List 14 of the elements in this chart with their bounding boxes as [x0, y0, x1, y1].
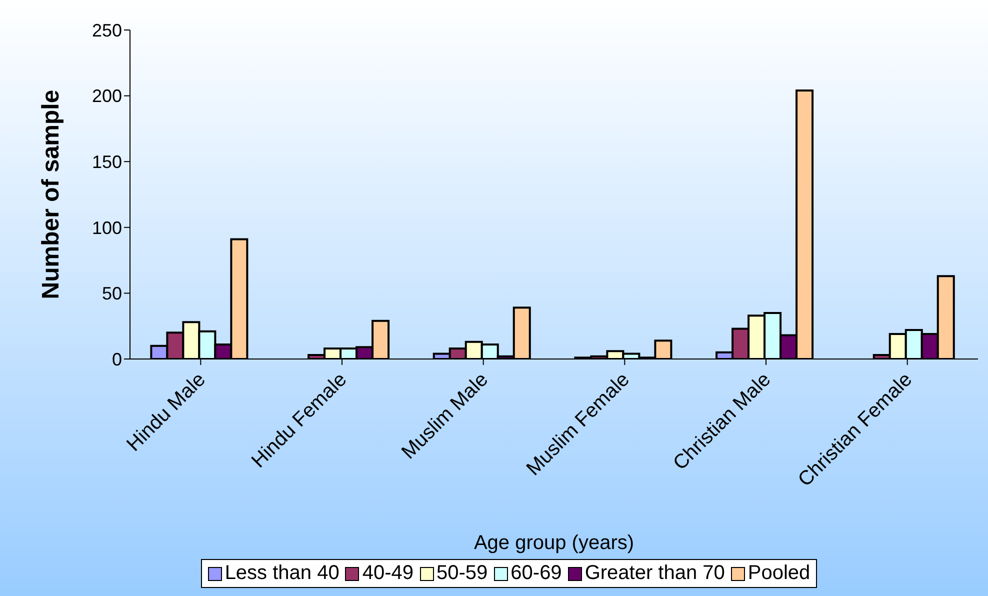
- y-tick-label: 250: [92, 20, 122, 40]
- y-tick-label: 200: [92, 86, 122, 106]
- y-tick-label: 0: [112, 349, 122, 370]
- y-tick-label: 150: [92, 152, 122, 172]
- legend-label: Less than 40: [224, 562, 340, 585]
- y-axis-title: Number of sample: [38, 90, 65, 300]
- legend-label: 60-69: [510, 562, 562, 585]
- legend-label: Pooled: [746, 562, 810, 585]
- legend-label: Greater than 70: [584, 562, 725, 585]
- y-tick-label: 100: [92, 218, 122, 238]
- y-tick-label: 50: [102, 284, 122, 304]
- legend-label: 40-49: [361, 562, 414, 585]
- x-axis-title: Age group (years): [474, 532, 634, 554]
- legend-label: 50-59: [436, 562, 488, 585]
